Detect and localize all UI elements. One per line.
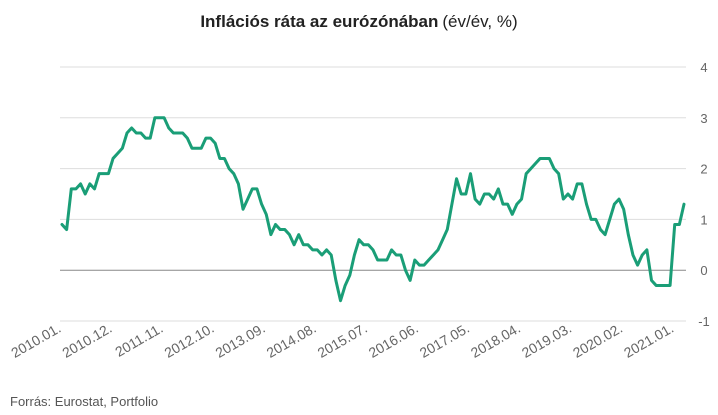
y-axis: -1 0 1 2 3 4	[698, 60, 710, 329]
x-tick-label: 2016.06.	[366, 320, 421, 361]
x-tick-label: 2012.10.	[161, 320, 216, 361]
chart-title-main: Inflációs ráta az eurózónában	[200, 12, 439, 31]
x-tick-label: 2021.01.	[621, 320, 676, 361]
x-tick-label: 2013.09.	[213, 320, 268, 361]
x-tick-label: 2020.02.	[570, 320, 625, 361]
x-tick-label: 2018.04.	[468, 320, 523, 361]
y-tick-label: 3	[700, 111, 707, 126]
source-note: Forrás: Eurostat, Portfolio	[10, 394, 159, 409]
x-tick-label: 2010.12.	[59, 320, 114, 361]
y-tick-label: 2	[700, 162, 707, 177]
chart-title: Inflációs ráta az eurózónában (év/év, %)	[0, 12, 718, 32]
series-line	[60, 116, 686, 303]
x-tick-label: 2019.03.	[519, 320, 574, 361]
series-layer	[60, 116, 686, 303]
x-tick-label: 2011.11.	[112, 320, 165, 360]
x-tick-label: 2014.08.	[264, 320, 319, 361]
x-axis: 2010.01.2010.12.2011.11.2012.10.2013.09.…	[8, 320, 676, 361]
y-tick-label: -1	[698, 314, 710, 329]
x-tick-label: 2010.01.	[8, 320, 63, 361]
y-tick-label: 0	[700, 263, 707, 278]
y-tick-label: 1	[700, 212, 707, 227]
grid-lines	[60, 66, 686, 322]
x-tick-label: 2015.07.	[315, 320, 370, 361]
chart-title-unit: (év/év, %)	[442, 12, 518, 31]
y-tick-label: 4	[700, 60, 707, 75]
x-tick-label: 2017.05.	[417, 320, 472, 361]
